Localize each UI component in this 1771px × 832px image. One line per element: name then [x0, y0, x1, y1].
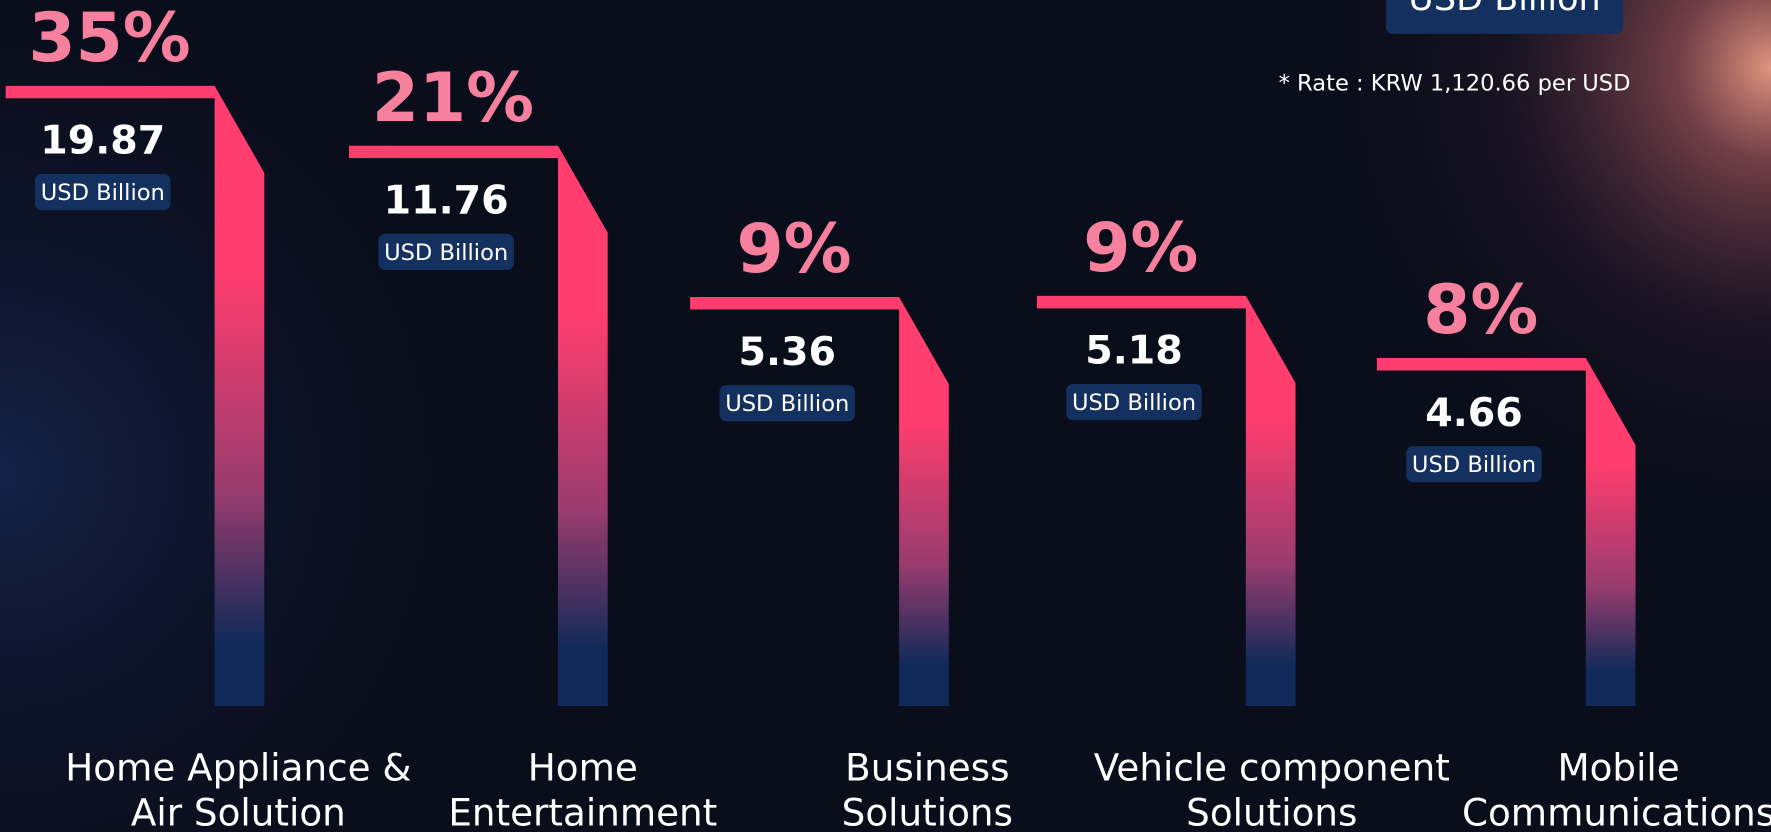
category-label: Business Solutions	[841, 745, 1013, 832]
value-label: 4.66	[1425, 390, 1523, 436]
unit-badge	[378, 233, 514, 270]
category-label: Home Entertainment	[448, 745, 718, 832]
category-label: Mobile Communications	[1461, 745, 1771, 832]
unit-label: USD Billion	[1408, 0, 1600, 19]
bar	[5, 85, 265, 706]
unit-label: USD Billion	[384, 240, 508, 266]
unit-badge	[1066, 384, 1202, 421]
category-label: Home Appliance & Air Solution	[65, 745, 412, 832]
share-label: 8%	[1423, 270, 1538, 349]
share-label: 21%	[372, 58, 534, 137]
bar	[349, 145, 608, 706]
unit-badge	[1385, 0, 1624, 34]
value-label: 5.36	[739, 329, 837, 375]
category-label: Vehicle component Solutions	[1093, 745, 1450, 832]
bar	[1036, 295, 1296, 706]
value-label: 5.18	[1085, 328, 1183, 374]
unit-badge	[719, 385, 856, 422]
unit-label: USD Billion	[41, 180, 165, 206]
unit-label: USD Billion	[725, 391, 849, 417]
unit-badge	[1406, 446, 1542, 483]
unit-badge	[35, 173, 171, 211]
share-label: 35%	[28, 0, 190, 77]
bar	[690, 297, 949, 706]
value-label: 11.76	[384, 177, 509, 223]
share-label: 9%	[737, 209, 852, 288]
unit-label: USD Billion	[1072, 390, 1196, 416]
rate-note: * Rate : KRW 1,120.66 per USD	[1279, 70, 1631, 96]
bar	[1376, 358, 1636, 706]
share-label: 9%	[1083, 208, 1198, 287]
unit-label: USD Billion	[1412, 452, 1536, 478]
value-label: 19.87	[40, 118, 165, 164]
